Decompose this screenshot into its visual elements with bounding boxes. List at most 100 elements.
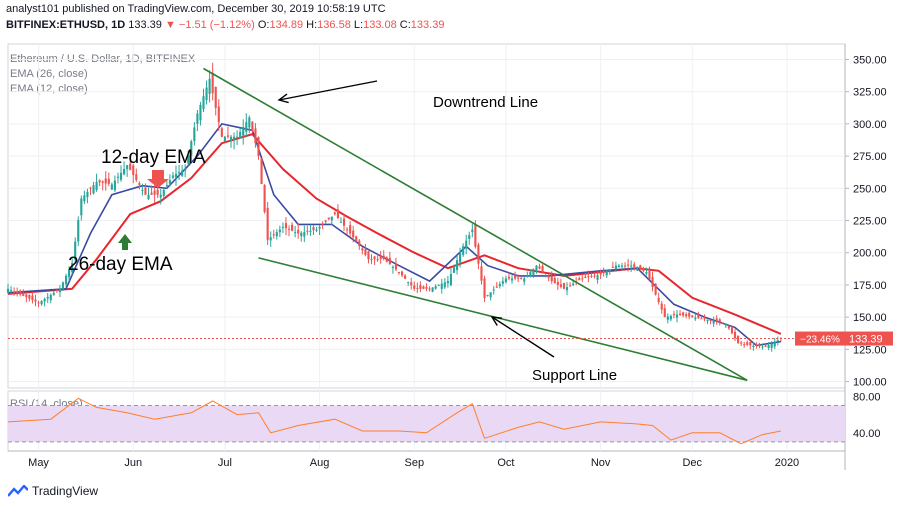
candle-body xyxy=(6,288,10,293)
candle-body xyxy=(764,345,767,347)
candle-body xyxy=(691,315,694,318)
pct-tag-text: −23.46% xyxy=(800,335,840,346)
candle-body xyxy=(129,163,132,171)
candle-body xyxy=(605,271,608,276)
candle-body xyxy=(367,251,370,260)
candle-body xyxy=(645,272,648,274)
x-tick-label: Sep xyxy=(404,457,424,469)
candle-body xyxy=(431,287,434,292)
candle-body xyxy=(501,281,504,284)
candle-body xyxy=(251,121,254,131)
y-tick-label: 200.00 xyxy=(853,248,887,260)
candle-body xyxy=(370,259,373,261)
candle-body xyxy=(199,104,202,121)
candle-body xyxy=(578,278,581,281)
candle-body xyxy=(217,106,220,123)
candle-body xyxy=(77,220,80,242)
candle-body xyxy=(123,168,126,175)
candle-body xyxy=(116,176,120,178)
candle-body xyxy=(110,184,113,190)
brand-name: TradingView xyxy=(32,484,99,498)
high-value: 136.58 xyxy=(317,19,351,31)
candle-body xyxy=(232,136,236,141)
candle-body xyxy=(767,345,770,348)
x-tick-label: Nov xyxy=(591,457,611,469)
candle-body xyxy=(181,170,184,176)
y-tick-label: 350.00 xyxy=(853,54,887,66)
candle-body xyxy=(404,275,407,279)
y-tick-label: 150.00 xyxy=(853,312,887,324)
up-marker-icon xyxy=(118,234,132,250)
candle-body xyxy=(34,299,37,302)
candle-body xyxy=(306,230,309,232)
candle-body xyxy=(407,282,410,284)
candle-body xyxy=(16,291,19,294)
candle-body xyxy=(202,96,205,110)
candle-body xyxy=(330,216,333,221)
y-tick-label: 100.00 xyxy=(853,377,887,389)
candle-body xyxy=(437,284,440,286)
candle-body xyxy=(730,327,734,334)
candle-body xyxy=(471,229,474,232)
candle-body xyxy=(749,342,752,346)
candle-body xyxy=(74,241,77,260)
open-value: 134.89 xyxy=(269,19,304,31)
candle-body xyxy=(495,286,498,288)
candle-body xyxy=(617,265,621,268)
candle-body xyxy=(297,229,300,234)
low-value: 133.08 xyxy=(363,19,397,31)
candle-body xyxy=(455,260,459,271)
candle-body xyxy=(770,343,773,348)
candle-body xyxy=(49,294,52,301)
candle-body xyxy=(266,207,269,240)
candle-body xyxy=(440,283,443,289)
candle-body xyxy=(666,316,669,320)
candle-body xyxy=(416,287,419,289)
candle-body xyxy=(636,268,639,271)
candle-body xyxy=(422,286,425,289)
candle-body xyxy=(483,278,486,298)
candle-body xyxy=(327,217,330,220)
candle-body xyxy=(321,223,324,225)
candle-body xyxy=(510,278,514,281)
candle-body xyxy=(242,127,245,136)
candle-body xyxy=(278,229,281,233)
candle-body xyxy=(43,298,46,302)
candle-body xyxy=(37,302,40,304)
candle-body xyxy=(620,265,624,267)
candle-body xyxy=(291,224,294,231)
candle-body xyxy=(303,232,306,237)
support-label: Support Line xyxy=(532,367,617,384)
candle-body xyxy=(535,265,538,270)
candle-body xyxy=(715,318,718,322)
support-arrow xyxy=(491,316,555,358)
candle-body xyxy=(596,275,599,280)
candle-body xyxy=(312,227,315,231)
candle-body xyxy=(623,265,627,267)
price-change: −1.51 (−1.12%) xyxy=(178,19,255,31)
candle-body xyxy=(541,265,544,272)
price-tag-text: 133.39 xyxy=(849,334,883,346)
candle-body xyxy=(355,236,358,242)
candle-body xyxy=(361,248,364,251)
x-tick-label: Dec xyxy=(682,457,702,469)
candle-body xyxy=(171,175,175,178)
candle-body xyxy=(752,345,755,347)
candle-body xyxy=(657,297,660,303)
candle-body xyxy=(95,181,98,191)
brand[interactable]: TradingView xyxy=(8,484,98,498)
candle-body xyxy=(373,256,376,260)
candle-body xyxy=(211,72,214,94)
candle-body xyxy=(776,340,779,342)
candle-body xyxy=(400,271,404,276)
candle-body xyxy=(727,326,730,329)
rsi-band xyxy=(8,405,845,442)
candle-body xyxy=(126,165,129,170)
candle-body xyxy=(205,87,208,101)
candle-body xyxy=(584,276,587,278)
candle-body xyxy=(156,189,159,195)
candle-body xyxy=(755,344,758,346)
candle-body xyxy=(507,276,511,279)
candle-body xyxy=(746,342,749,345)
